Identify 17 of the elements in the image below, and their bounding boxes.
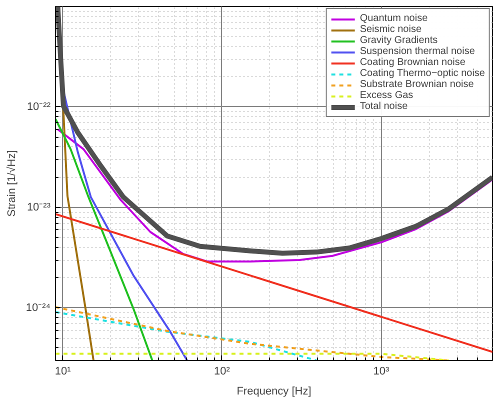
legend-label: Seismic noise: [360, 24, 422, 35]
legend-label: Gravity Gradients: [360, 35, 438, 46]
legend-label: Total noise: [360, 101, 408, 112]
x-axis-title: Frequency [Hz]: [236, 386, 312, 398]
legend-label: Quantum noise: [360, 13, 428, 24]
legend-label: Excess Gas: [360, 90, 414, 101]
y-tick-label: 10⁻²⁴: [26, 302, 51, 314]
x-tick-label: 10³: [373, 366, 390, 378]
y-tick-label: 10⁻²²: [26, 100, 51, 113]
x-tick-label: 10²: [214, 366, 230, 378]
legend-label: Coating Brownian noise: [360, 57, 466, 68]
y-axis-title: Strain [1/√Hz]: [6, 150, 18, 217]
legend-label: Coating Thermo−optic noise: [360, 68, 485, 79]
x-tick-label: 10¹: [54, 366, 72, 378]
y-tick-label: 10⁻²³: [26, 201, 51, 214]
legend-label: Substrate Brownian noise: [360, 79, 474, 90]
legend-label: Suspension thermal noise: [360, 46, 475, 57]
